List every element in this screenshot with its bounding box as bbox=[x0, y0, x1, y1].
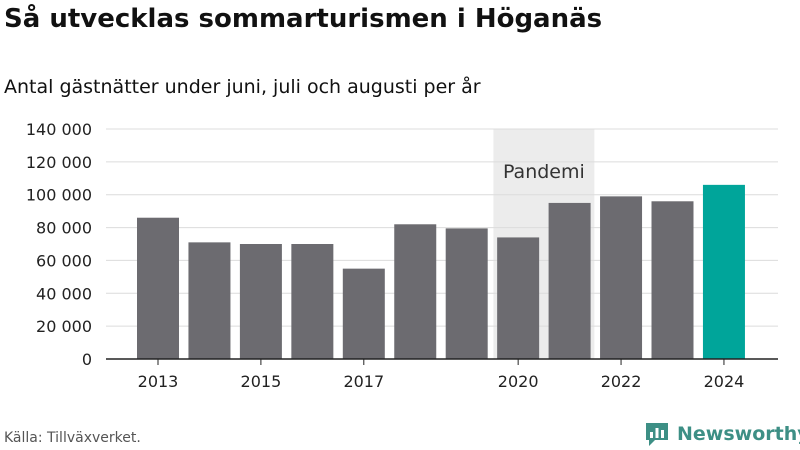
brand-logo[interactable]: Newsworthy bbox=[643, 420, 800, 448]
y-tick-label: 100 000 bbox=[26, 186, 92, 205]
bar-2018 bbox=[394, 224, 437, 359]
chart-title: Så utvecklas sommarturismen i Höganäs bbox=[4, 4, 603, 34]
chart-subtitle: Antal gästnätter under juni, juli och au… bbox=[4, 76, 481, 98]
bar-2024 bbox=[702, 184, 745, 359]
y-tick-label: 80 000 bbox=[36, 219, 92, 238]
bar-2013 bbox=[137, 217, 179, 359]
bar-2023 bbox=[651, 201, 694, 359]
x-tick-label: 2024 bbox=[704, 372, 745, 391]
bar-2014 bbox=[188, 242, 231, 359]
y-tick-label: 40 000 bbox=[36, 284, 92, 303]
x-tick-label: 2022 bbox=[601, 372, 642, 391]
y-tick-label: 20 000 bbox=[36, 317, 92, 336]
brand-name: Newsworthy bbox=[677, 423, 800, 445]
bar-2020 bbox=[497, 237, 540, 359]
y-tick-label: 140 000 bbox=[26, 120, 92, 139]
bar-2015 bbox=[239, 244, 282, 359]
bar-2021 bbox=[548, 202, 591, 359]
source-note: Källa: Tillväxverket. bbox=[4, 430, 141, 446]
x-tick-label: 2013 bbox=[138, 372, 179, 391]
pandemic-label: Pandemi bbox=[503, 161, 585, 183]
x-tick-label: 2020 bbox=[498, 372, 539, 391]
newsworthy-logo-icon bbox=[646, 423, 668, 446]
x-tick-label: 2017 bbox=[343, 372, 384, 391]
y-tick-label: 0 bbox=[82, 350, 92, 369]
y-tick-label: 60 000 bbox=[36, 251, 92, 270]
y-tick-label: 120 000 bbox=[26, 153, 92, 172]
bar-2019 bbox=[445, 228, 488, 359]
bar-2022 bbox=[600, 196, 643, 359]
x-tick-label: 2015 bbox=[241, 372, 282, 391]
bar-2017 bbox=[342, 268, 385, 359]
bar-2016 bbox=[291, 244, 334, 359]
